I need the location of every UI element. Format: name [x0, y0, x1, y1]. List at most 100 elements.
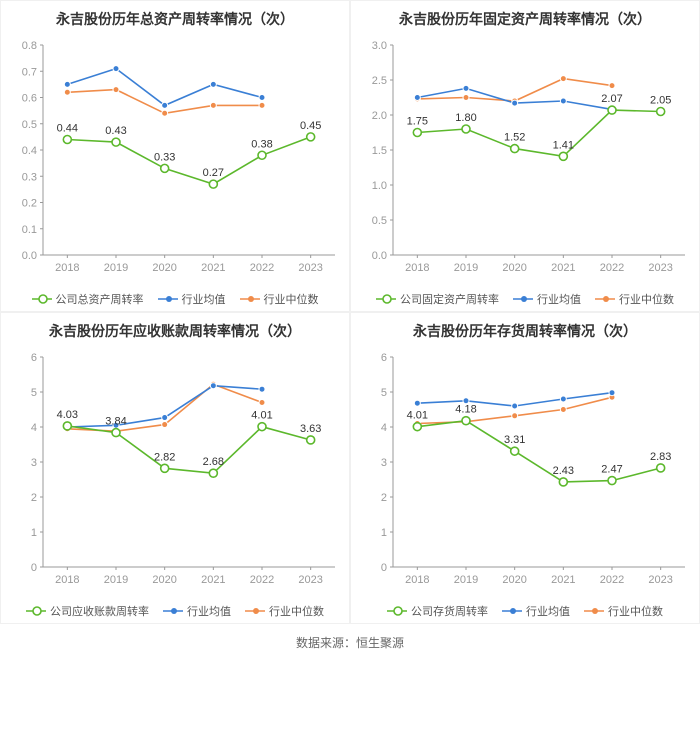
legend-item-company: 公司应收账款周转率: [26, 603, 149, 619]
chart-svg: 01234562018201920202021202220234.014.183…: [355, 347, 695, 597]
chart-plot: 01234562018201920202021202220234.014.183…: [355, 347, 695, 597]
y-tick-label: 3: [381, 457, 387, 469]
chart-legend: 公司固定资产周转率 行业均值 行业中位数: [355, 291, 695, 307]
y-tick-label: 0.6: [22, 93, 37, 105]
chart-title: 永吉股份历年存货周转率情况（次）: [355, 321, 695, 341]
data-label: 0.27: [203, 167, 224, 179]
y-tick-label: 3: [31, 457, 37, 469]
x-tick-label: 2023: [298, 574, 322, 586]
legend-swatch-avg: [513, 295, 533, 303]
legend-label-avg: 行业均值: [526, 603, 570, 619]
x-tick-label: 2020: [152, 574, 176, 586]
x-tick-label: 2022: [600, 262, 624, 274]
y-tick-label: 4: [31, 422, 37, 434]
legend-label-avg: 行业均值: [182, 291, 226, 307]
legend-swatch-company: [32, 295, 52, 303]
legend-swatch-company: [26, 607, 46, 615]
legend-item-company: 公司总资产周转率: [32, 291, 144, 307]
chart-legend: 公司存货周转率 行业均值 行业中位数: [355, 603, 695, 619]
x-tick-label: 2020: [152, 262, 176, 274]
x-tick-label: 2021: [551, 262, 575, 274]
data-label: 2.05: [650, 95, 671, 107]
chart-legend: 公司总资产周转率 行业均值 行业中位数: [5, 291, 345, 307]
data-label: 1.80: [455, 112, 476, 124]
data-label: 2.68: [203, 456, 224, 468]
data-label: 1.75: [407, 116, 428, 128]
y-tick-label: 0.7: [22, 66, 37, 78]
data-source: 数据来源：恒生聚源: [0, 624, 700, 661]
y-tick-label: 0.8: [22, 40, 37, 52]
x-tick-label: 2022: [250, 262, 274, 274]
legend-item-company: 公司存货周转率: [387, 603, 488, 619]
data-label: 4.01: [407, 410, 428, 422]
chart-svg: 01234562018201920202021202220234.033.842…: [5, 347, 345, 597]
legend-label-company: 公司总资产周转率: [56, 291, 144, 307]
legend-item-median: 行业中位数: [240, 291, 319, 307]
y-tick-label: 3.0: [372, 40, 387, 52]
legend-item-avg: 行业均值: [158, 291, 226, 307]
legend-swatch-median: [245, 607, 265, 615]
y-tick-label: 2.5: [372, 75, 387, 87]
data-label: 2.82: [154, 451, 175, 463]
data-label: 1.52: [504, 132, 525, 144]
y-tick-label: 2: [381, 492, 387, 504]
y-tick-label: 0: [31, 562, 37, 574]
y-tick-label: 0.0: [22, 250, 37, 262]
data-label: 3.31: [504, 434, 525, 446]
x-tick-label: 2019: [104, 262, 128, 274]
data-label: 4.01: [251, 410, 272, 422]
y-tick-label: 0.5: [372, 215, 387, 227]
chart-plot: 01234562018201920202021202220234.033.842…: [5, 347, 345, 597]
y-tick-label: 0.1: [22, 224, 37, 236]
legend-label-median: 行业中位数: [608, 603, 663, 619]
legend-swatch-median: [595, 295, 615, 303]
y-tick-label: 5: [381, 387, 387, 399]
data-label: 4.03: [57, 409, 78, 421]
legend-label-company: 公司应收账款周转率: [50, 603, 149, 619]
data-label: 2.47: [601, 464, 622, 476]
legend-item-avg: 行业均值: [513, 291, 581, 307]
y-tick-label: 4: [381, 422, 387, 434]
legend-swatch-median: [584, 607, 604, 615]
x-tick-label: 2018: [405, 262, 429, 274]
chart-title: 永吉股份历年固定资产周转率情况（次）: [355, 9, 695, 29]
chart-legend: 公司应收账款周转率 行业均值 行业中位数: [5, 603, 345, 619]
x-tick-label: 2022: [250, 574, 274, 586]
y-tick-label: 0.0: [372, 250, 387, 262]
x-tick-label: 2021: [201, 574, 225, 586]
y-tick-label: 0.5: [22, 119, 37, 131]
x-tick-label: 2019: [104, 574, 128, 586]
x-tick-label: 2021: [201, 262, 225, 274]
data-label: 0.38: [251, 138, 272, 150]
legend-item-median: 行业中位数: [595, 291, 674, 307]
chart-grid: 永吉股份历年总资产周转率情况（次） 0.00.10.20.30.40.50.60…: [0, 0, 700, 624]
y-tick-label: 1: [31, 527, 37, 539]
legend-swatch-median: [240, 295, 260, 303]
chart-title: 永吉股份历年总资产周转率情况（次）: [5, 9, 345, 29]
legend-label-median: 行业中位数: [619, 291, 674, 307]
data-label: 3.84: [105, 416, 126, 428]
data-label: 4.18: [455, 404, 476, 416]
x-tick-label: 2018: [405, 574, 429, 586]
data-label: 1.41: [553, 139, 574, 151]
chart-svg: 0.00.51.01.52.02.53.02018201920202021202…: [355, 35, 695, 285]
y-tick-label: 2.0: [372, 110, 387, 122]
legend-label-median: 行业中位数: [264, 291, 319, 307]
chart-title: 永吉股份历年应收账款周转率情况（次）: [5, 321, 345, 341]
chart-svg: 0.00.10.20.30.40.50.60.70.82018201920202…: [5, 35, 345, 285]
chart-plot: 0.00.10.20.30.40.50.60.70.82018201920202…: [5, 35, 345, 285]
legend-label-company: 公司固定资产周转率: [400, 291, 499, 307]
legend-label-median: 行业中位数: [269, 603, 324, 619]
legend-item-median: 行业中位数: [245, 603, 324, 619]
data-label: 2.83: [650, 451, 671, 463]
chart-panel: 永吉股份历年存货周转率情况（次） 01234562018201920202021…: [350, 312, 700, 624]
x-tick-label: 2023: [298, 262, 322, 274]
x-tick-label: 2023: [648, 262, 672, 274]
legend-label-avg: 行业均值: [187, 603, 231, 619]
legend-label-company: 公司存货周转率: [411, 603, 488, 619]
x-tick-label: 2019: [454, 262, 478, 274]
x-tick-label: 2019: [454, 574, 478, 586]
legend-label-avg: 行业均值: [537, 291, 581, 307]
x-tick-label: 2022: [600, 574, 624, 586]
y-tick-label: 0.4: [22, 145, 37, 157]
